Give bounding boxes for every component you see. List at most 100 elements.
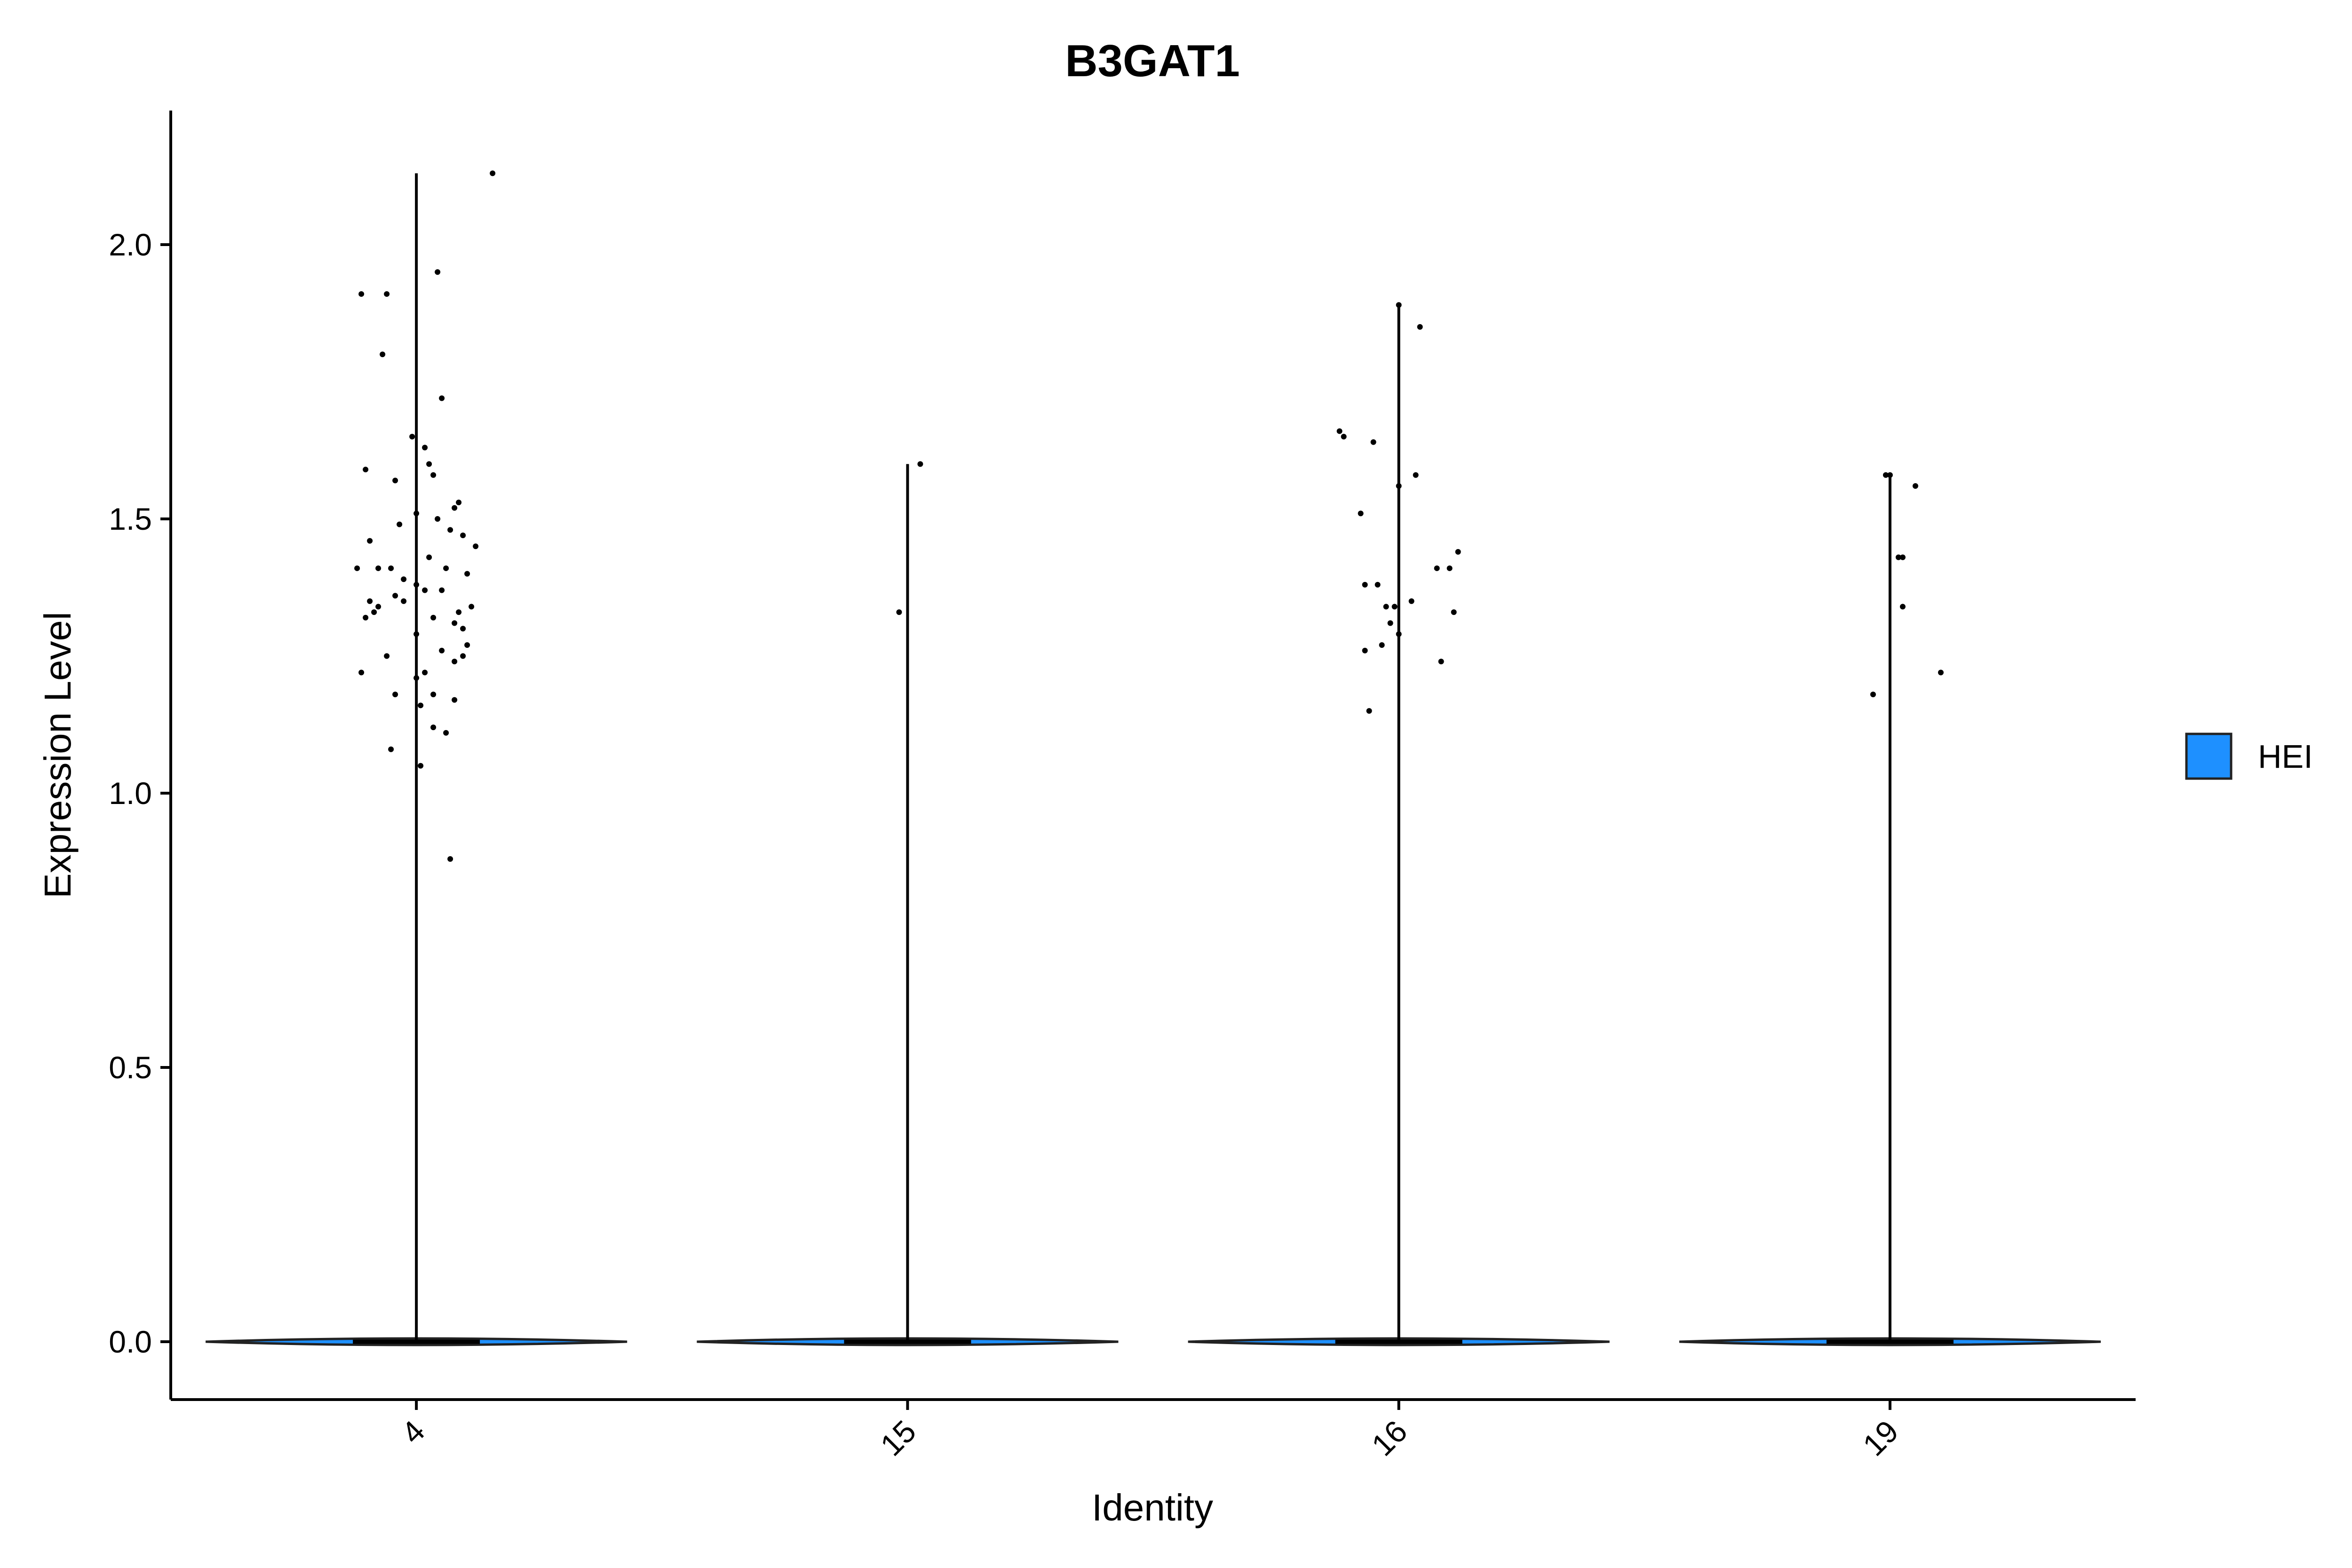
data-point xyxy=(430,472,437,478)
data-point xyxy=(1362,647,1368,653)
data-point xyxy=(443,730,449,736)
y-tick-label: 2.0 xyxy=(109,227,152,262)
data-point xyxy=(384,291,390,297)
data-point xyxy=(452,505,458,511)
data-point xyxy=(358,291,365,297)
violin-group xyxy=(206,173,2101,1346)
data-point xyxy=(1366,708,1372,714)
data-point xyxy=(380,351,386,358)
data-point xyxy=(1938,669,1944,676)
data-point xyxy=(469,604,475,610)
data-point xyxy=(367,598,373,604)
data-point xyxy=(1383,604,1389,610)
x-tick-label: 4 xyxy=(395,1414,431,1450)
data-point xyxy=(1362,581,1368,588)
data-point xyxy=(363,467,369,473)
y-tick-label: 0.0 xyxy=(109,1324,152,1359)
data-point xyxy=(1375,581,1381,588)
data-point xyxy=(413,510,420,517)
data-point xyxy=(363,614,369,621)
data-point xyxy=(456,500,462,506)
legend-key-hei xyxy=(2185,732,2233,780)
data-point xyxy=(409,434,415,440)
data-point xyxy=(401,598,407,604)
chart-title: B3GAT1 xyxy=(1065,36,1240,86)
data-point xyxy=(430,614,437,621)
data-point xyxy=(1336,428,1343,434)
x-tick-label: 15 xyxy=(874,1414,922,1463)
data-point xyxy=(418,702,424,708)
data-point xyxy=(1870,692,1876,698)
data-point xyxy=(447,527,453,533)
data-point xyxy=(1446,565,1453,571)
data-point xyxy=(1899,554,1906,560)
data-point xyxy=(388,746,394,752)
data-point xyxy=(1899,604,1906,610)
axes: 0.0 0.5 1.0 1.5 2.0 4 15 16 19 xyxy=(109,111,2136,1463)
data-point xyxy=(1895,554,1901,560)
data-point xyxy=(435,516,441,522)
data-point xyxy=(384,653,390,659)
data-point xyxy=(1434,565,1440,571)
data-point xyxy=(426,461,432,467)
data-point xyxy=(1396,483,1402,489)
data-point xyxy=(430,724,437,731)
data-point xyxy=(1391,604,1398,610)
data-point xyxy=(422,445,428,451)
data-point xyxy=(354,565,360,571)
legend: HEI xyxy=(2185,732,2313,780)
data-point xyxy=(435,269,441,275)
data-point xyxy=(1438,659,1444,665)
data-point xyxy=(1379,642,1385,648)
data-point xyxy=(452,697,458,703)
data-point xyxy=(375,565,381,571)
data-point xyxy=(917,461,923,467)
y-tick-label: 0.5 xyxy=(109,1050,152,1085)
data-point xyxy=(1912,483,1918,489)
data-point xyxy=(439,647,445,653)
data-point xyxy=(456,609,462,615)
data-point xyxy=(1396,302,1402,308)
data-point xyxy=(1358,510,1364,517)
data-point xyxy=(1341,434,1347,440)
data-point xyxy=(1387,620,1393,626)
data-point xyxy=(375,604,381,610)
data-point xyxy=(1455,549,1461,555)
data-point xyxy=(392,593,398,599)
data-point xyxy=(439,395,445,401)
y-tick-label: 1.5 xyxy=(109,501,152,536)
data-point xyxy=(1417,324,1423,330)
data-point xyxy=(422,587,428,593)
data-point xyxy=(1451,609,1457,615)
data-point xyxy=(443,565,449,571)
data-point xyxy=(447,856,453,862)
data-point xyxy=(430,692,437,698)
data-point xyxy=(1408,598,1414,604)
data-point xyxy=(358,669,365,676)
data-point xyxy=(397,521,403,527)
data-point xyxy=(426,554,432,560)
data-points xyxy=(354,170,1944,862)
data-point xyxy=(1370,439,1376,445)
data-point xyxy=(392,478,398,484)
data-point xyxy=(1883,472,1889,478)
x-tick-label: 16 xyxy=(1365,1414,1414,1463)
data-point xyxy=(464,571,470,577)
data-point xyxy=(473,543,479,549)
data-point xyxy=(388,565,394,571)
y-axis-title: Expression Level xyxy=(37,612,79,898)
data-point xyxy=(452,659,458,665)
data-point xyxy=(413,675,420,681)
data-point xyxy=(460,626,466,632)
data-point xyxy=(422,669,428,676)
data-point xyxy=(413,631,420,637)
x-axis-title: Identity xyxy=(1092,1487,1213,1528)
data-point xyxy=(439,587,445,593)
data-point xyxy=(401,576,407,582)
data-point xyxy=(452,620,458,626)
legend-label: HEI xyxy=(2258,738,2313,775)
x-tick-label: 19 xyxy=(1856,1414,1905,1463)
data-point xyxy=(896,609,902,615)
data-point xyxy=(413,581,420,588)
